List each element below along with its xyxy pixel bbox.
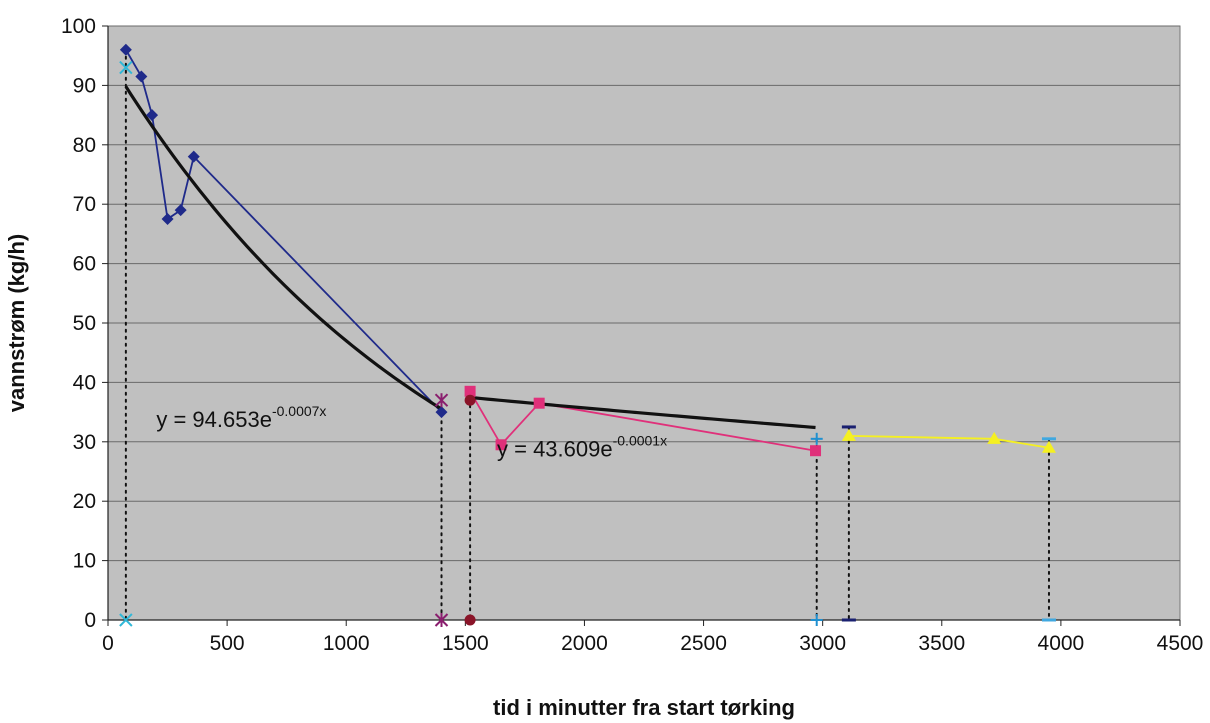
y-tick-label: 40 (73, 371, 96, 394)
star-marker (434, 613, 449, 627)
trend-equation-eq1: y = 94.653e-0.0007x (156, 403, 326, 432)
trendline (469, 395, 816, 430)
x-tick-label: 2500 (680, 632, 727, 655)
y-tick-label: 50 (73, 312, 96, 335)
markers (119, 43, 1056, 627)
trendline (124, 85, 443, 411)
x-tick-label: 0 (102, 632, 114, 655)
square-marker (464, 385, 476, 397)
y-tick-label: 0 (84, 609, 96, 632)
drop-lines (124, 48, 1050, 621)
y-tick-label: 30 (73, 431, 96, 454)
x-tick-label: 4000 (1038, 632, 1085, 655)
diamond-marker (119, 43, 132, 56)
y-tick-label: 80 (73, 134, 96, 157)
plus-marker (810, 614, 823, 626)
x-tick-label: 500 (210, 632, 245, 655)
diamond-marker (161, 213, 174, 226)
diamond-marker (146, 109, 159, 122)
star-marker (434, 393, 449, 408)
diamond-marker (435, 406, 448, 419)
diamond-marker (135, 70, 148, 83)
x-tick-label: 1000 (323, 632, 370, 655)
square-marker (495, 439, 507, 451)
trendlines (124, 85, 816, 430)
trend-equation-eq2: y = 43.609e-0.0001x (497, 433, 667, 462)
series-line (469, 390, 816, 452)
y-tick-label: 20 (73, 490, 96, 513)
x-marker (119, 60, 133, 75)
square-marker (533, 397, 545, 409)
x-tick-label: 2000 (561, 632, 608, 655)
x-tick-label: 3000 (799, 632, 846, 655)
triangle-marker (987, 431, 1002, 444)
triangle-marker (1041, 440, 1056, 453)
x-tick-label: 3500 (918, 632, 965, 655)
square-marker (810, 445, 822, 457)
y-tick-label: 90 (73, 74, 96, 97)
y-tick-label: 60 (73, 253, 96, 276)
diamond-marker (174, 204, 187, 217)
diamond-marker (187, 150, 200, 163)
triangle-marker (841, 428, 856, 441)
axes (102, 25, 1181, 626)
x-tick-label: 4500 (1157, 632, 1204, 655)
y-tick-label: 100 (61, 15, 96, 38)
x-marker (119, 613, 133, 627)
x-axis-title: tid i minutter fra start tørking (493, 695, 795, 720)
grid-lines (108, 25, 1180, 562)
y-tick-label: 10 (73, 550, 96, 573)
circle-marker (464, 394, 476, 406)
y-tick-label: 70 (73, 193, 96, 216)
plus-marker (810, 432, 823, 445)
x-tick-label: 1500 (442, 632, 489, 655)
y-axis-title: vannstrøm (kg/h) (4, 234, 29, 412)
circle-marker (464, 614, 476, 626)
